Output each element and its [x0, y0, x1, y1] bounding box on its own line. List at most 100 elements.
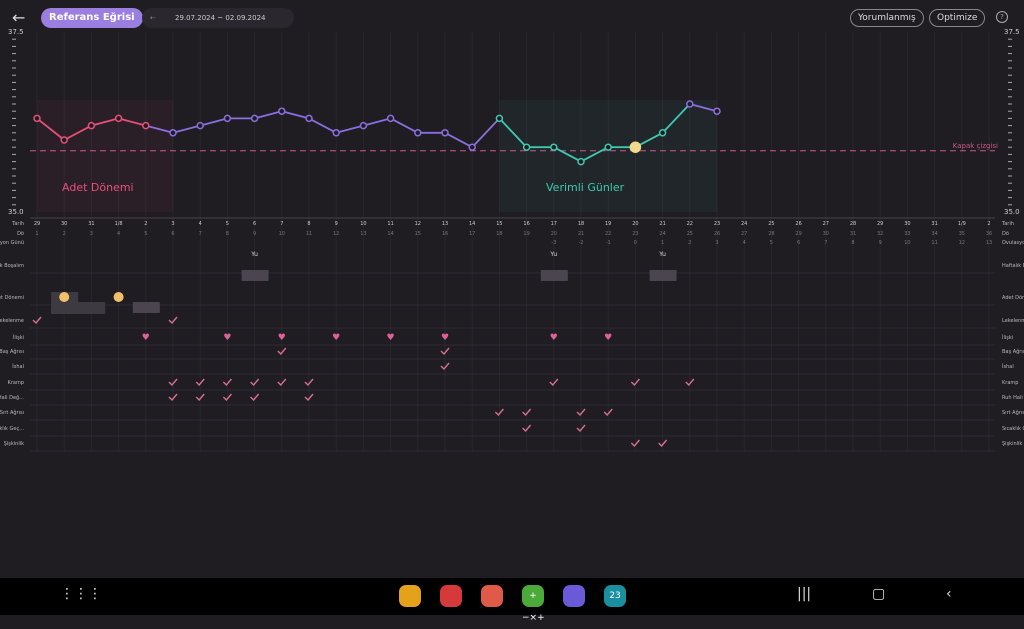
checkmark-icon: [494, 408, 504, 417]
date-label: 29: [34, 221, 40, 227]
cycle-day: 4: [117, 231, 120, 237]
checkmark-icon: [168, 393, 178, 402]
temperature-point: [577, 157, 585, 166]
temperature-point: [60, 136, 68, 144]
cycle-day: 31: [850, 231, 856, 237]
temperature-point: [305, 114, 313, 123]
date-label: 14: [469, 221, 475, 227]
date-label: 23: [714, 221, 720, 227]
date-label: 1/9: [958, 221, 966, 227]
files-app-icon[interactable]: [399, 585, 421, 607]
ovulation-day: 5: [770, 240, 773, 246]
chevron-left-icon[interactable]: ⇠: [150, 14, 156, 22]
internet-app-icon[interactable]: [563, 585, 585, 607]
ovulation-day: -3: [551, 240, 556, 246]
row-label-right: Tarih: [1001, 221, 1014, 227]
date-label: 2: [144, 221, 147, 227]
cycle-day: 27: [741, 231, 747, 237]
temperature-segment: [172, 124, 201, 134]
checkmark-icon: [222, 393, 232, 402]
row-label-right: İlişki: [1002, 334, 1013, 341]
temperature-point: [196, 121, 204, 130]
period-flow-icon: [59, 292, 70, 302]
date-range-selector[interactable]: ⇠ 29.07.2024 ~ 02.09.2024: [142, 8, 294, 28]
weekly-block: [540, 270, 568, 281]
ovulation-day: 12: [959, 240, 965, 246]
home-icon[interactable]: ▢: [872, 586, 886, 602]
weekly-block: [649, 270, 677, 281]
row-label: Kramp: [8, 380, 24, 386]
y-axis-min-label: 35.0: [8, 208, 24, 216]
date-label: 5: [226, 221, 229, 227]
heart-icon: ♥: [278, 333, 286, 343]
cycle-day: 28: [768, 231, 774, 237]
cycle-day: 13: [360, 231, 366, 237]
checkmark-icon: [168, 316, 178, 325]
temperature-point: [33, 114, 41, 123]
temperature-point: [414, 129, 422, 137]
date-label: 19: [605, 221, 611, 227]
calendar-app-icon[interactable]: 23: [604, 585, 626, 607]
date-label: 31: [88, 221, 94, 227]
calculator-app-icon[interactable]: +−×+: [522, 585, 545, 623]
cycle-day: 8: [226, 231, 229, 237]
recents-icon[interactable]: |||: [797, 586, 812, 602]
cycle-day: 15: [415, 231, 421, 237]
temperature-point: [223, 114, 232, 123]
help-icon[interactable]: ?: [996, 11, 1008, 23]
date-label: 26: [795, 221, 801, 227]
temperature-segment: [335, 124, 364, 134]
row-label-right: Ruh Hali Değ...: [1002, 394, 1024, 401]
temperature-point: [87, 121, 96, 130]
cover-line-label: Kapak çizgisi: [953, 142, 998, 150]
row-label-right: Sırt Ağrısı: [1002, 409, 1024, 416]
checkmark-icon: [630, 439, 640, 448]
cycle-day: 30: [823, 231, 829, 237]
checkmark-icon: [576, 408, 586, 417]
temperature-point: [550, 143, 558, 151]
temperature-segment: [390, 117, 419, 134]
date-label: 1/8: [115, 221, 123, 227]
temperature-point: [142, 121, 150, 130]
contacts-app-icon[interactable]: [481, 585, 503, 607]
heart-icon: ♥: [441, 333, 449, 343]
row-label: Tarih: [11, 221, 24, 227]
checkmark-icon: [630, 378, 640, 387]
notes-app-icon[interactable]: [440, 585, 462, 607]
date-label: 31: [931, 221, 937, 227]
date-label: 21: [659, 221, 665, 227]
checkmark-icon: [277, 347, 287, 356]
date-label: 24: [741, 221, 747, 227]
back-nav-icon[interactable]: ‹: [946, 586, 952, 602]
reference-curve-button[interactable]: Referans Eğrisi: [41, 8, 143, 28]
cycle-day: 7: [199, 231, 202, 237]
checkmark-icon: [603, 408, 613, 417]
date-label: 4: [199, 221, 202, 227]
temperature-point: [114, 114, 123, 123]
cycle-day: 3: [90, 231, 93, 237]
ovulation-day: -1: [606, 240, 611, 246]
weekly-label: Yu: [250, 251, 258, 258]
row-label-right: Haftalık Boşalım: [1002, 263, 1024, 269]
temperature-segment: [145, 124, 174, 134]
row-label: Ruh Hali Değ...: [0, 394, 24, 401]
interpreted-button[interactable]: Yorumlanmış: [850, 9, 924, 27]
date-label: 12: [415, 221, 421, 227]
ovulation-day: 11: [931, 240, 937, 246]
heart-icon: ♥: [550, 333, 558, 343]
checkmark-icon: [522, 408, 532, 417]
apps-grid-icon[interactable]: ⋮⋮⋮: [60, 586, 102, 602]
checkmark-icon: [549, 378, 559, 387]
checkmark-icon: [658, 439, 668, 448]
optimize-button[interactable]: Optimize: [929, 9, 986, 27]
back-arrow-icon[interactable]: ←: [12, 8, 26, 27]
date-label: 13: [442, 221, 448, 227]
date-label: 28: [850, 221, 856, 227]
cycle-day: 21: [578, 231, 584, 237]
row-label-right: Baş Ağrısı: [1002, 348, 1024, 355]
temperature-segment: [63, 124, 92, 141]
temperature-segment: [281, 110, 310, 120]
checkmark-icon: [304, 378, 314, 387]
temperature-segment: [199, 117, 228, 127]
checkmark-icon: [222, 378, 232, 387]
